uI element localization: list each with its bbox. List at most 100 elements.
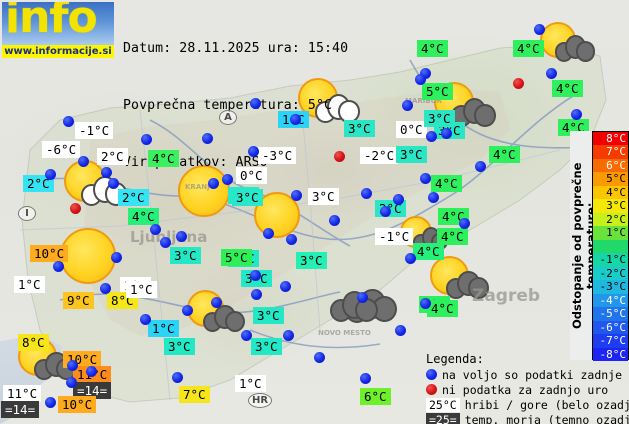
- temperature-label: -1°C: [75, 122, 114, 139]
- scale-band: -6°C: [593, 320, 628, 335]
- station-dot-available[interactable]: [290, 114, 301, 125]
- station-dot-available[interactable]: [63, 116, 74, 127]
- station-dot-available[interactable]: [78, 156, 89, 167]
- station-dot-available[interactable]: [405, 253, 416, 264]
- temperature-label: 1°C: [235, 375, 266, 392]
- station-dot-available[interactable]: [248, 146, 259, 157]
- temperature-label: 10°C: [30, 245, 69, 262]
- station-dot-available[interactable]: [208, 178, 219, 189]
- cloud-puff: [224, 310, 245, 332]
- temperature-label: 4°C: [417, 40, 448, 57]
- country-code-marker: HR: [248, 393, 272, 408]
- station-dot-available[interactable]: [329, 215, 340, 226]
- station-dot-available[interactable]: [380, 206, 391, 217]
- city-name-label: KRANJ: [185, 183, 210, 191]
- station-dot-available[interactable]: [291, 190, 302, 201]
- station-dot-available[interactable]: [211, 297, 222, 308]
- dark-cloud-icon: [446, 270, 489, 299]
- station-dot-available[interactable]: [53, 261, 64, 272]
- station-dot-available[interactable]: [250, 270, 261, 281]
- station-dot-available[interactable]: [420, 68, 431, 79]
- station-dot-available[interactable]: [441, 128, 452, 139]
- station-dot-available[interactable]: [66, 377, 77, 388]
- station-dot-available[interactable]: [534, 24, 545, 35]
- legend-row-text: na voljo so podatki zadnje ure: [442, 367, 629, 382]
- station-dot-available[interactable]: [45, 397, 56, 408]
- station-dot-available[interactable]: [314, 352, 325, 363]
- station-dot-available[interactable]: [286, 234, 297, 245]
- station-dot-available[interactable]: [395, 325, 406, 336]
- station-dot-available[interactable]: [100, 283, 111, 294]
- temperature-label: 1°C: [126, 281, 157, 298]
- temperature-label: 4°C: [513, 40, 544, 57]
- station-dot-available[interactable]: [222, 174, 233, 185]
- station-dot-available[interactable]: [263, 228, 274, 239]
- scale-band: 2°C: [593, 212, 628, 227]
- station-dot-available[interactable]: [140, 314, 151, 325]
- station-dot-available[interactable]: [101, 167, 112, 178]
- station-dot-available[interactable]: [172, 372, 183, 383]
- station-dot-available[interactable]: [160, 237, 171, 248]
- station-dot-available[interactable]: [426, 131, 437, 142]
- temperature-label: 3°C: [424, 110, 455, 127]
- station-dot-available[interactable]: [241, 330, 252, 341]
- station-dot-available[interactable]: [150, 224, 161, 235]
- header-average-temperature: Povprečna temperatura: 5°C: [123, 98, 333, 113]
- dark-cloud-icon: [34, 351, 77, 380]
- temperature-label: 3°C: [251, 338, 282, 355]
- station-dot-available[interactable]: [360, 373, 371, 384]
- station-dot-available[interactable]: [176, 231, 187, 242]
- station-dot-available[interactable]: [357, 292, 368, 303]
- city-name-label: NOVO MESTO: [318, 329, 371, 337]
- temperature-label: 4°C: [128, 208, 159, 225]
- temperature-label: 4°C: [552, 80, 583, 97]
- station-dot-available[interactable]: [283, 330, 294, 341]
- temperature-label: =14=: [73, 382, 112, 399]
- cloud-puff: [575, 41, 595, 62]
- station-dot-available[interactable]: [428, 192, 439, 203]
- station-dot-available[interactable]: [571, 109, 582, 120]
- station-dot-available[interactable]: [459, 218, 470, 229]
- scale-band: [593, 239, 628, 254]
- station-dot-missing[interactable]: [334, 151, 345, 162]
- logo-url: www.informacije.si: [2, 45, 114, 58]
- station-dot-available[interactable]: [86, 366, 97, 377]
- station-dot-available[interactable]: [141, 134, 152, 145]
- station-dot-available[interactable]: [111, 252, 122, 263]
- station-dot-available[interactable]: [250, 98, 261, 109]
- station-dot-available[interactable]: [182, 305, 193, 316]
- temperature-deviation-scale: Odstopanje od povprečne temperature: 8°C…: [570, 131, 629, 361]
- sun-icon: [60, 228, 116, 284]
- station-dot-available[interactable]: [202, 133, 213, 144]
- dark-cloud-icon: [555, 35, 595, 62]
- station-dot-available[interactable]: [420, 298, 431, 309]
- station-dot-available[interactable]: [402, 100, 413, 111]
- temperature-label: -3°C: [258, 147, 297, 164]
- legend: Legenda: na voljo so podatki zadnje ure n…: [424, 352, 629, 424]
- station-dot-missing[interactable]: [513, 78, 524, 89]
- station-dot-available[interactable]: [45, 169, 56, 180]
- scale-band: 3°C: [593, 199, 628, 213]
- station-dot-available[interactable]: [67, 360, 78, 371]
- station-dot-available[interactable]: [108, 178, 119, 189]
- temperature-label: 1°C: [14, 276, 45, 293]
- city-name-label: MARIBOR: [405, 97, 443, 105]
- temperature-label: 6°C: [360, 388, 391, 405]
- station-dot-available[interactable]: [280, 281, 291, 292]
- temperature-label: 4°C: [413, 243, 444, 260]
- station-dot-available[interactable]: [415, 74, 426, 85]
- station-dot-available[interactable]: [475, 161, 486, 172]
- station-dot-available[interactable]: [393, 194, 404, 205]
- station-dot-available[interactable]: [251, 289, 262, 300]
- station-dot-missing[interactable]: [70, 203, 81, 214]
- legend-row: na voljo so podatki zadnje ure: [426, 367, 629, 382]
- station-dot-available[interactable]: [420, 173, 431, 184]
- scale-band: 6°C: [593, 158, 628, 173]
- temperature-label: 4°C: [148, 150, 179, 167]
- station-dot-available[interactable]: [361, 188, 372, 199]
- site-logo[interactable]: info www.informacije.si: [2, 2, 114, 58]
- temperature-label: =14=: [1, 401, 40, 418]
- station-dot-available[interactable]: [546, 68, 557, 79]
- temperature-label: 4°C: [489, 146, 520, 163]
- scale-band: 5°C: [593, 172, 628, 186]
